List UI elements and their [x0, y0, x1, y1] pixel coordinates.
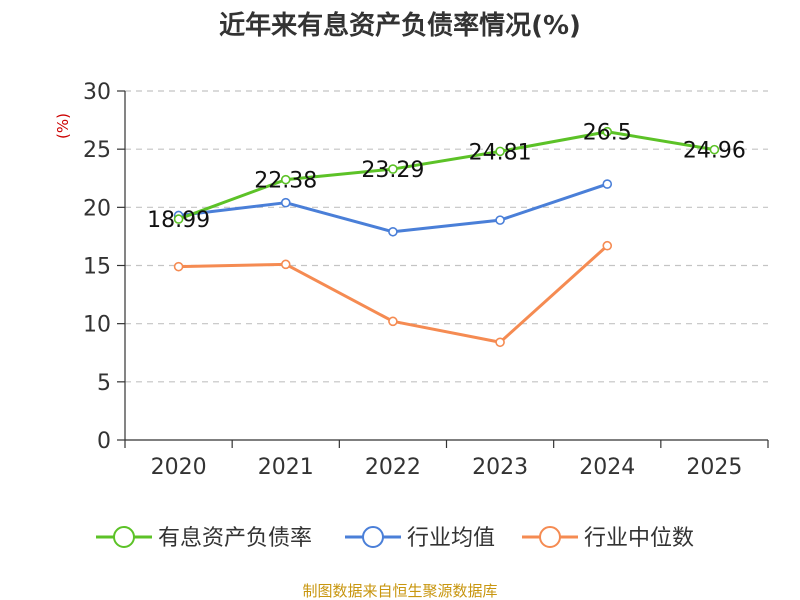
series-line: [178, 130, 715, 221]
data-label: 23.29: [361, 158, 424, 183]
data-point: [388, 164, 398, 174]
data-point: [388, 226, 398, 237]
legend-marker: [113, 526, 135, 548]
data-label: 24.81: [469, 140, 532, 165]
legend-label: 行业均值: [407, 526, 495, 551]
data-point: [388, 316, 398, 327]
y-tick-label: 0: [97, 429, 111, 454]
data-label: 22.38: [254, 169, 317, 194]
y-axis-label: (%): [54, 113, 72, 139]
y-tick-label: 10: [83, 313, 111, 338]
data-labels: 18.99 22.38 23.29 24.81 26.5 24.96: [147, 121, 746, 233]
legend-marker: [539, 526, 561, 548]
x-tick-label: 2021: [258, 455, 314, 480]
x-tick-label: 2020: [151, 455, 207, 480]
x-tick-label: 2022: [365, 455, 421, 480]
data-label: 24.96: [683, 139, 746, 164]
axes: [117, 90, 769, 448]
data-label: 18.99: [147, 208, 210, 233]
series-line: [178, 244, 609, 344]
data-point: [173, 214, 184, 224]
x-tick-label: 2023: [472, 455, 528, 480]
y-tick-label: 15: [83, 255, 111, 280]
data-point: [280, 259, 291, 270]
data-point: [173, 261, 184, 272]
grid-lines: [125, 90, 768, 383]
x-tick-label: 2025: [686, 455, 742, 480]
legend-marker: [362, 526, 384, 548]
data-point: [495, 337, 505, 348]
y-tick-label: 30: [83, 80, 111, 105]
data-point: [709, 144, 720, 155]
source-note: 制图数据来自恒生聚源数据库: [302, 582, 497, 600]
x-tick-label: 2024: [579, 455, 635, 480]
data-point: [495, 146, 505, 157]
legend: 有息资产负债率 行业均值 行业中位数: [96, 526, 694, 551]
data-point: [280, 197, 291, 208]
data-point: [602, 126, 613, 137]
series-lines: [173, 126, 720, 348]
legend-label: 行业中位数: [584, 526, 694, 551]
y-tick-label: 25: [83, 138, 111, 163]
data-point: [495, 215, 505, 225]
y-tick-label: 20: [83, 196, 111, 221]
legend-label: 有息资产负债率: [158, 526, 312, 551]
data-point: [602, 240, 613, 251]
y-tick-label: 5: [97, 371, 111, 396]
data-label: 26.5: [583, 121, 632, 146]
data-point: [280, 174, 291, 185]
chart-title: 近年来有息资产负债率情况(%): [219, 10, 581, 41]
data-point: [602, 179, 613, 189]
